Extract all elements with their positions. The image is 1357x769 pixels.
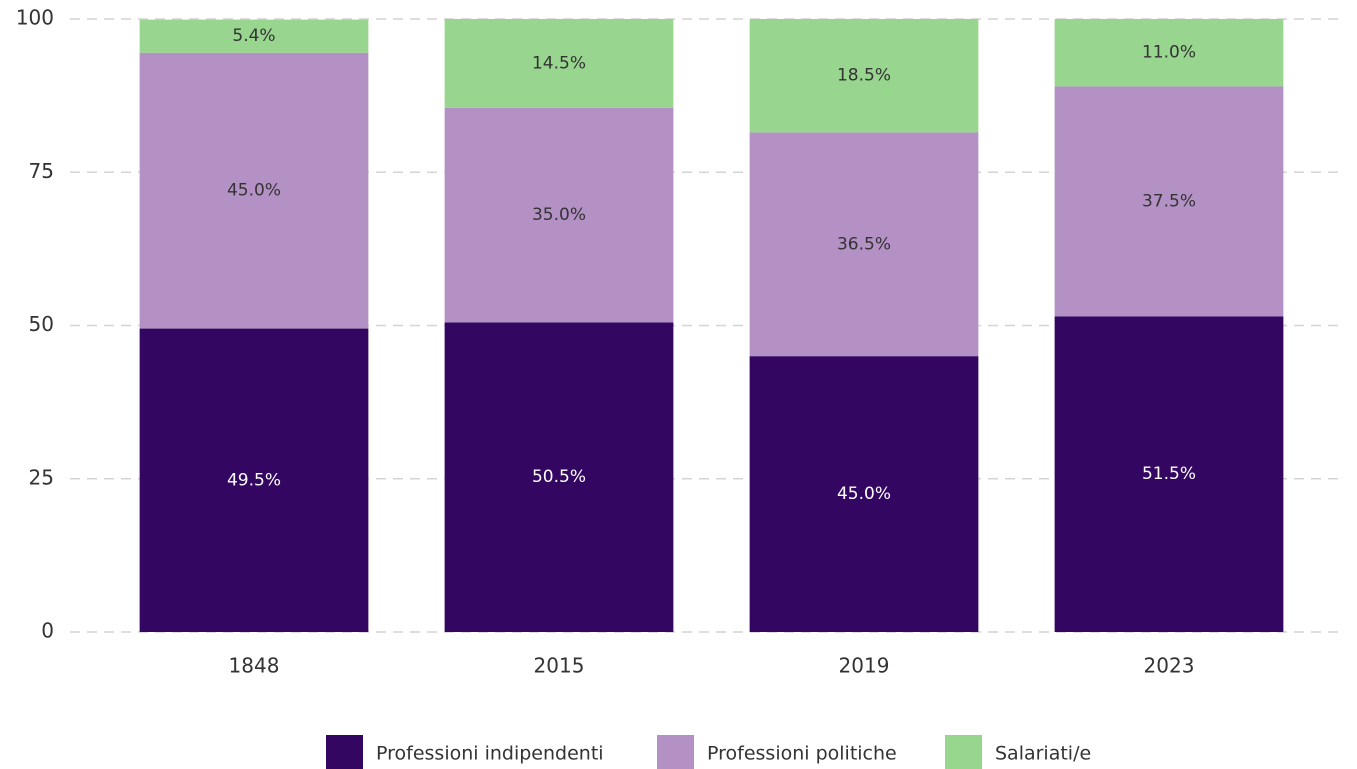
y-tick-label: 100 — [16, 6, 54, 30]
legend-swatch — [945, 735, 982, 769]
bar-segment — [1054, 19, 1284, 87]
value-label: 50.5% — [532, 467, 586, 487]
value-label: 14.5% — [532, 53, 586, 73]
bar-segment — [749, 356, 979, 632]
bar-segment — [444, 19, 674, 108]
bar-segment — [139, 52, 369, 329]
x-tick-label: 2023 — [1144, 654, 1195, 678]
legend-swatch — [326, 735, 363, 769]
legend-label: Professioni indipendenti — [376, 743, 604, 765]
bar-segment — [139, 328, 369, 632]
bar-segment — [1054, 86, 1284, 317]
x-tick-label: 1848 — [229, 654, 280, 678]
y-tick-label: 0 — [41, 619, 54, 643]
value-label: 18.5% — [837, 66, 891, 86]
bar-segment — [749, 19, 979, 133]
value-label: 45.0% — [227, 181, 281, 201]
bar-segment — [749, 132, 979, 357]
y-tick-label: 25 — [29, 465, 54, 489]
x-tick-label: 2019 — [839, 654, 890, 678]
value-label: 36.5% — [837, 234, 891, 254]
value-label: 49.5% — [227, 470, 281, 490]
y-tick-label: 75 — [29, 159, 54, 183]
value-label: 51.5% — [1142, 464, 1196, 484]
value-label: 37.5% — [1142, 191, 1196, 211]
bar-segment — [444, 107, 674, 323]
value-label: 5.4% — [232, 26, 275, 46]
legend-label: Salariati/e — [995, 743, 1091, 765]
value-label: 45.0% — [837, 484, 891, 504]
bar-segment — [1054, 316, 1284, 632]
value-label: 35.0% — [532, 205, 586, 225]
bar-segment — [444, 322, 674, 632]
legend-label: Professioni politiche — [707, 743, 897, 765]
value-label: 11.0% — [1142, 43, 1196, 63]
y-tick-label: 50 — [29, 312, 54, 336]
x-tick-label: 2015 — [534, 654, 585, 678]
legend-swatch — [657, 735, 694, 769]
bar-segment — [139, 19, 369, 53]
